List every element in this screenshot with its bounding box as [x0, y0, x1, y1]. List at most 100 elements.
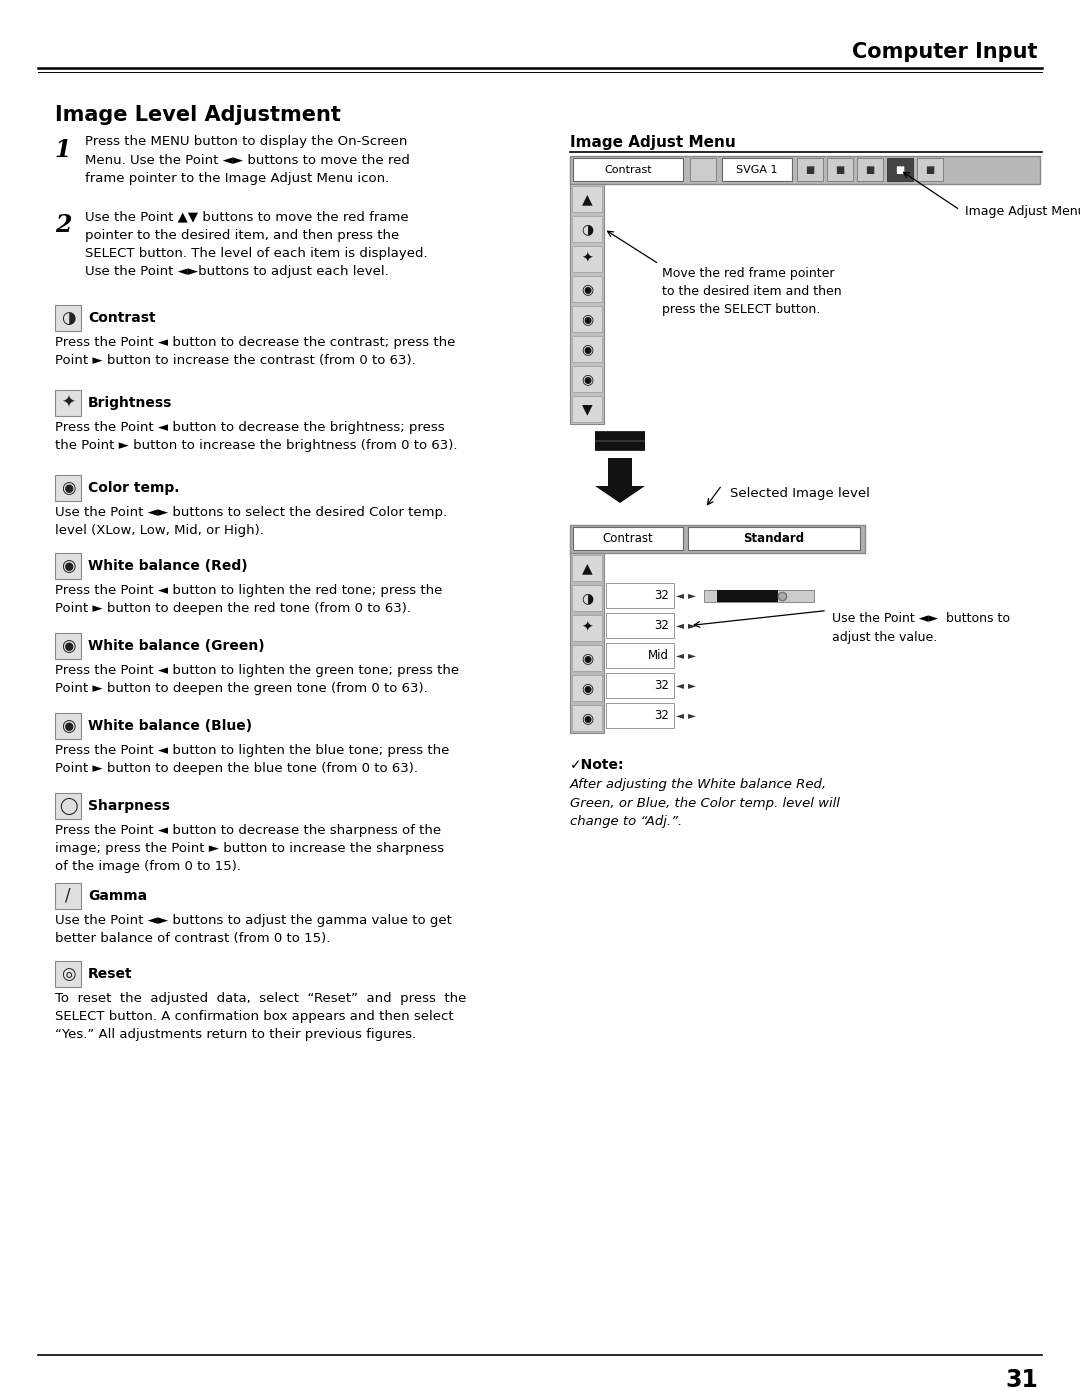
FancyBboxPatch shape	[572, 366, 602, 393]
Text: 32: 32	[654, 590, 669, 602]
FancyBboxPatch shape	[55, 712, 81, 739]
FancyBboxPatch shape	[55, 793, 81, 819]
Text: 31: 31	[1005, 1368, 1038, 1391]
Text: ►: ►	[688, 620, 696, 630]
Text: 1: 1	[55, 138, 71, 162]
Text: Press the Point ◄ button to lighten the red tone; press the
Point ► button to de: Press the Point ◄ button to lighten the …	[55, 584, 443, 615]
FancyBboxPatch shape	[55, 305, 81, 331]
Text: ✦: ✦	[581, 251, 593, 265]
FancyBboxPatch shape	[570, 184, 604, 425]
Text: ◑: ◑	[60, 309, 76, 327]
Text: Use the Point ▲▼ buttons to move the red frame
pointer to the desired item, and : Use the Point ▲▼ buttons to move the red…	[85, 210, 428, 278]
Text: ◉: ◉	[581, 651, 593, 665]
Text: Contrast: Contrast	[604, 165, 652, 175]
FancyBboxPatch shape	[572, 555, 602, 581]
FancyBboxPatch shape	[572, 395, 602, 422]
FancyBboxPatch shape	[690, 158, 716, 182]
Text: White balance (Green): White balance (Green)	[87, 638, 265, 652]
Text: ◄: ◄	[676, 651, 684, 661]
FancyBboxPatch shape	[606, 703, 674, 728]
Text: Press the MENU button to display the On-Screen
Menu. Use the Point ◄► buttons to: Press the MENU button to display the On-…	[85, 136, 410, 184]
Text: ◉: ◉	[60, 637, 76, 655]
Text: ✦: ✦	[581, 622, 593, 636]
Text: /: /	[65, 887, 71, 905]
FancyBboxPatch shape	[606, 613, 674, 638]
FancyBboxPatch shape	[55, 961, 81, 988]
Text: Contrast: Contrast	[87, 312, 156, 326]
Text: ■: ■	[926, 165, 934, 175]
Text: SVGA 1: SVGA 1	[737, 165, 778, 175]
FancyBboxPatch shape	[887, 158, 913, 182]
FancyBboxPatch shape	[572, 277, 602, 302]
FancyBboxPatch shape	[55, 553, 81, 578]
Text: Press the Point ◄ button to decrease the contrast; press the
Point ► button to i: Press the Point ◄ button to decrease the…	[55, 337, 456, 367]
Text: ◉: ◉	[60, 557, 76, 576]
Text: ◄: ◄	[676, 620, 684, 630]
Text: Image Adjust Menu icon: Image Adjust Menu icon	[966, 205, 1080, 218]
Text: ▼: ▼	[582, 402, 592, 416]
FancyBboxPatch shape	[570, 525, 865, 553]
FancyBboxPatch shape	[55, 633, 81, 659]
Text: ◎: ◎	[60, 965, 76, 983]
FancyBboxPatch shape	[55, 475, 81, 502]
FancyBboxPatch shape	[55, 883, 81, 909]
Text: ◯: ◯	[58, 798, 78, 814]
FancyBboxPatch shape	[572, 186, 602, 212]
FancyBboxPatch shape	[797, 158, 823, 182]
Text: White balance (Blue): White balance (Blue)	[87, 719, 252, 733]
Polygon shape	[595, 458, 645, 503]
Text: ■: ■	[865, 165, 875, 175]
Text: Press the Point ◄ button to lighten the blue tone; press the
Point ► button to d: Press the Point ◄ button to lighten the …	[55, 745, 449, 775]
FancyBboxPatch shape	[572, 675, 602, 701]
Text: ■: ■	[835, 165, 845, 175]
Text: 2: 2	[55, 212, 71, 237]
FancyBboxPatch shape	[606, 643, 674, 668]
Text: Mid: Mid	[648, 650, 669, 662]
FancyBboxPatch shape	[55, 390, 81, 416]
Text: Computer Input: Computer Input	[852, 42, 1038, 61]
Text: ▲: ▲	[582, 562, 592, 576]
FancyBboxPatch shape	[723, 158, 792, 182]
FancyBboxPatch shape	[572, 705, 602, 731]
Text: White balance (Red): White balance (Red)	[87, 559, 247, 573]
Text: Use the Point ◄► buttons to adjust the gamma value to get
better balance of cont: Use the Point ◄► buttons to adjust the g…	[55, 914, 451, 944]
Text: ►: ►	[688, 651, 696, 661]
FancyBboxPatch shape	[572, 337, 602, 362]
Text: ▲: ▲	[582, 191, 592, 205]
FancyBboxPatch shape	[606, 583, 674, 608]
Text: Reset: Reset	[87, 967, 133, 981]
Text: Use the Point ◄► buttons to select the desired Color temp.
level (XLow, Low, Mid: Use the Point ◄► buttons to select the d…	[55, 506, 447, 536]
Text: ◑: ◑	[581, 222, 593, 236]
Text: ■: ■	[806, 165, 814, 175]
Text: ◉: ◉	[60, 479, 76, 497]
FancyBboxPatch shape	[572, 306, 602, 332]
FancyBboxPatch shape	[572, 615, 602, 641]
Text: ◉: ◉	[60, 717, 76, 735]
Text: ◉: ◉	[581, 680, 593, 694]
Text: 32: 32	[654, 679, 669, 692]
Text: ►: ►	[688, 591, 696, 601]
Text: ◉: ◉	[581, 372, 593, 386]
Text: Contrast: Contrast	[603, 532, 653, 545]
FancyBboxPatch shape	[572, 246, 602, 272]
Text: Press the Point ◄ button to lighten the green tone; press the
Point ► button to : Press the Point ◄ button to lighten the …	[55, 664, 459, 694]
Text: ◄: ◄	[676, 680, 684, 690]
Text: ◄: ◄	[676, 711, 684, 721]
Text: ►: ►	[688, 680, 696, 690]
Text: ◄: ◄	[676, 591, 684, 601]
FancyBboxPatch shape	[858, 158, 883, 182]
Text: Standard: Standard	[743, 532, 805, 545]
Text: After adjusting the White balance Red,
Green, or Blue, the Color temp. level wil: After adjusting the White balance Red, G…	[570, 778, 840, 828]
FancyBboxPatch shape	[573, 527, 683, 550]
Text: ✓Note:: ✓Note:	[570, 759, 624, 773]
Text: Image Level Adjustment: Image Level Adjustment	[55, 105, 341, 124]
Text: ■: ■	[895, 165, 905, 175]
Text: Move the red frame pointer
to the desired item and then
press the SELECT button.: Move the red frame pointer to the desire…	[662, 267, 841, 316]
FancyBboxPatch shape	[573, 158, 683, 182]
FancyBboxPatch shape	[917, 158, 943, 182]
Text: Image Adjust Menu: Image Adjust Menu	[570, 136, 735, 149]
Text: Gamma: Gamma	[87, 888, 147, 902]
FancyBboxPatch shape	[827, 158, 853, 182]
Text: ✦: ✦	[62, 394, 75, 412]
Text: ◉: ◉	[581, 312, 593, 326]
